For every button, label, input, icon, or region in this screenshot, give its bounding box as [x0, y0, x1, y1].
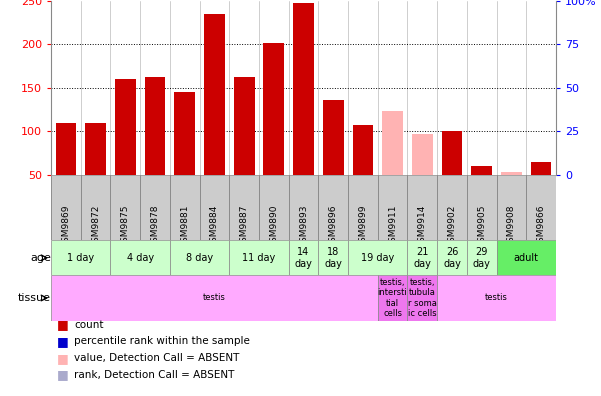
Text: 18
day: 18 day [325, 247, 342, 268]
Bar [437, 275, 556, 321]
Text: 19 day: 19 day [361, 253, 394, 263]
Bar [348, 240, 407, 275]
Bar [170, 240, 229, 275]
Bar [319, 240, 348, 275]
Bar [170, 175, 200, 240]
Bar [407, 240, 437, 275]
Text: GSM9878: GSM9878 [150, 204, 159, 248]
Bar [229, 240, 288, 275]
Bar [293, 2, 314, 175]
Text: GSM9869: GSM9869 [61, 204, 70, 248]
Bar [263, 43, 284, 175]
Bar [323, 100, 344, 175]
Text: rank, Detection Call = ABSENT: rank, Detection Call = ABSENT [74, 370, 234, 380]
Text: ■: ■ [57, 368, 69, 381]
Bar [378, 275, 407, 321]
Text: count: count [74, 320, 103, 330]
Text: GSM9887: GSM9887 [240, 204, 249, 248]
Text: GSM9896: GSM9896 [329, 204, 338, 248]
Text: GSM9893: GSM9893 [299, 204, 308, 248]
Text: percentile rank within the sample: percentile rank within the sample [74, 337, 250, 346]
Bar [437, 175, 467, 240]
Text: ■: ■ [57, 335, 69, 348]
Text: testis,
tubula
r soma
ic cells: testis, tubula r soma ic cells [408, 278, 437, 318]
Bar [204, 14, 225, 175]
Bar [259, 175, 288, 240]
Text: GSM9890: GSM9890 [269, 204, 278, 248]
Text: 8 day: 8 day [186, 253, 213, 263]
Bar [111, 175, 140, 240]
Bar [51, 175, 81, 240]
Bar [531, 162, 552, 175]
Text: GSM9905: GSM9905 [477, 204, 486, 248]
Text: 14
day: 14 day [294, 247, 313, 268]
Bar [55, 123, 76, 175]
Bar [81, 175, 111, 240]
Text: testis,
intersti
tial
cells: testis, intersti tial cells [377, 278, 407, 318]
Text: GSM9911: GSM9911 [388, 204, 397, 248]
Text: GSM9872: GSM9872 [91, 204, 100, 248]
Text: GSM9881: GSM9881 [180, 204, 189, 248]
Bar [229, 175, 259, 240]
Bar [496, 175, 526, 240]
Bar [501, 172, 522, 175]
Bar [471, 166, 492, 175]
Text: 11 day: 11 day [242, 253, 276, 263]
Bar [234, 76, 254, 175]
Bar [496, 240, 556, 275]
Bar [407, 275, 437, 321]
Text: GSM9914: GSM9914 [418, 204, 427, 248]
Bar [382, 110, 403, 175]
Bar [288, 175, 319, 240]
Bar [115, 79, 136, 175]
Bar [111, 240, 170, 275]
Bar [51, 275, 378, 321]
Text: tissue: tissue [18, 293, 51, 303]
Bar [200, 175, 229, 240]
Text: ■: ■ [57, 352, 69, 365]
Text: GSM9908: GSM9908 [507, 204, 516, 248]
Text: 21
day: 21 day [413, 247, 432, 268]
Bar [174, 92, 195, 175]
Text: GSM9902: GSM9902 [448, 204, 457, 248]
Text: 1 day: 1 day [67, 253, 94, 263]
Bar [319, 175, 348, 240]
Bar [348, 175, 378, 240]
Text: GSM9875: GSM9875 [121, 204, 130, 248]
Text: GSM9884: GSM9884 [210, 204, 219, 248]
Bar [85, 123, 106, 175]
Bar [407, 175, 437, 240]
Text: 29
day: 29 day [473, 247, 490, 268]
Bar [288, 240, 319, 275]
Bar [140, 175, 170, 240]
Text: adult: adult [514, 253, 538, 263]
Bar [526, 175, 556, 240]
Text: testis: testis [485, 293, 508, 303]
Bar [353, 126, 373, 175]
Text: age: age [30, 253, 51, 263]
Bar [467, 240, 496, 275]
Text: 26
day: 26 day [443, 247, 461, 268]
Text: 4 day: 4 day [127, 253, 154, 263]
Text: ■: ■ [57, 318, 69, 331]
Bar [437, 240, 467, 275]
Text: testis: testis [203, 293, 226, 303]
Bar [412, 134, 433, 175]
Text: GSM9899: GSM9899 [358, 204, 367, 248]
Bar [378, 175, 407, 240]
Text: GSM9866: GSM9866 [537, 204, 546, 248]
Bar [467, 175, 496, 240]
Bar [442, 131, 462, 175]
Bar [51, 240, 111, 275]
Text: value, Detection Call = ABSENT: value, Detection Call = ABSENT [74, 353, 239, 363]
Bar [145, 76, 165, 175]
